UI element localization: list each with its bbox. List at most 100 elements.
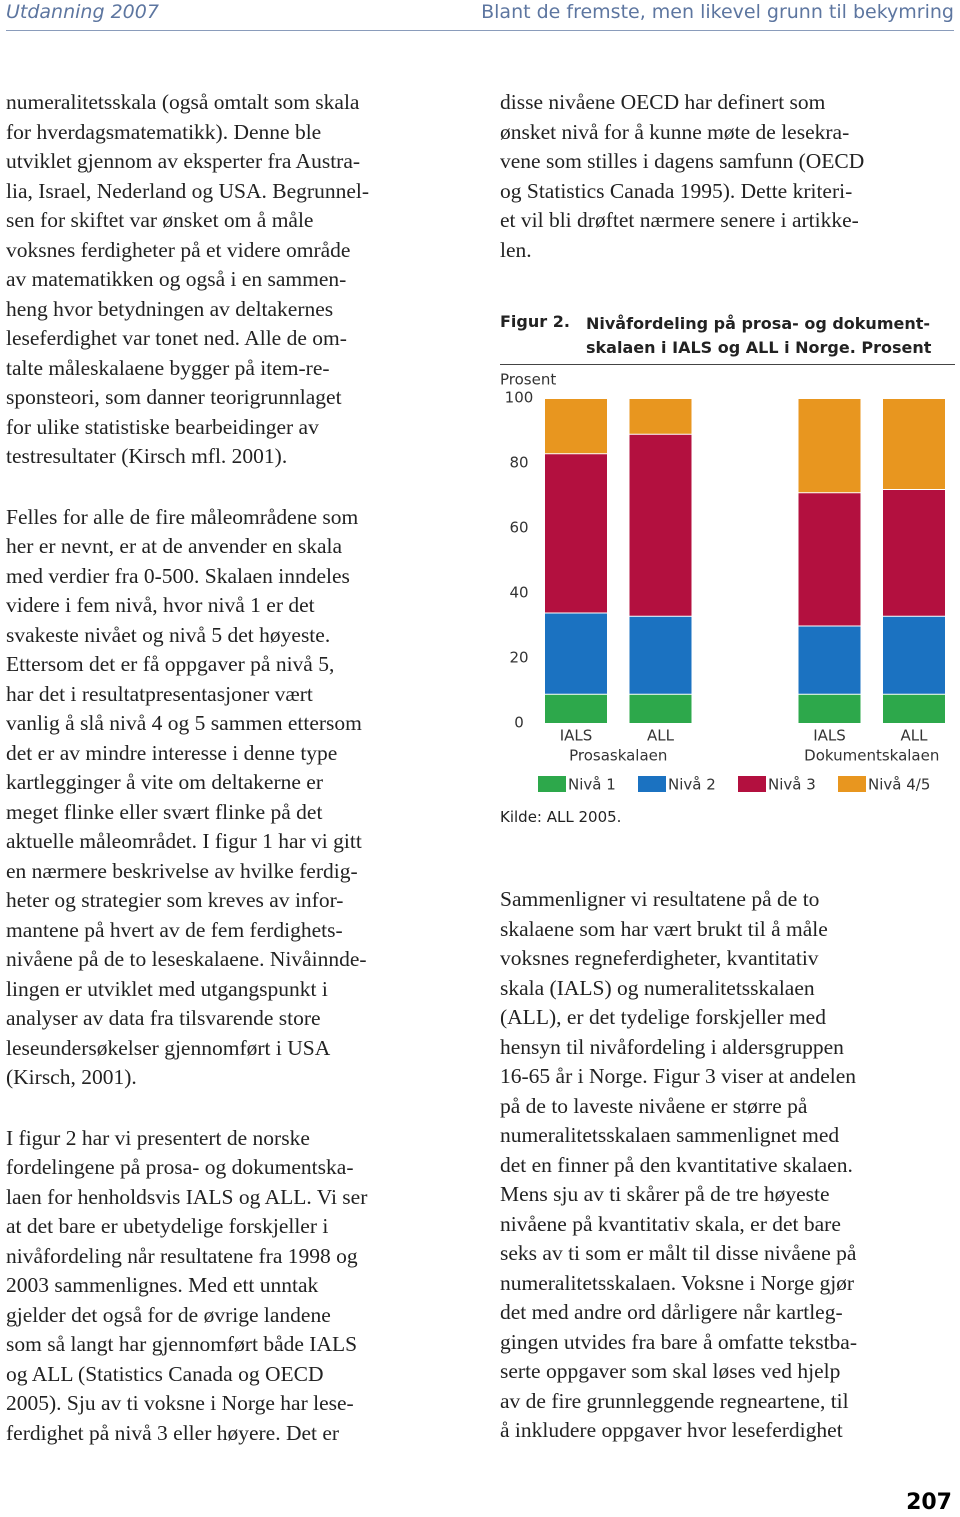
- text-line: svakeste nivået og nivå 5 det høyeste.: [6, 622, 331, 647]
- text-line: for hverdagsmatematikk). Denne ble: [6, 119, 322, 144]
- legend-swatch: [738, 776, 766, 792]
- text-line: 2005). Sju av ti voksne i Norge har lese…: [6, 1391, 354, 1415]
- text-line: sponsteori, som danner teorigrunnlaget: [6, 385, 342, 409]
- text-line: heng hvor betydningen av deltakernes: [6, 296, 334, 321]
- text-line: numeralitetsskala (også omtalt som skala: [6, 90, 360, 114]
- text-line: og ALL (Statistics Canada og OECD: [6, 1361, 324, 1386]
- figure-title-line: Nivåfordeling på prosa- og dokument-: [586, 314, 931, 333]
- text-line: (Kirsch, 2001).: [6, 1065, 137, 1089]
- paragraph: Sammenligner vi resultatene på de to skal…: [500, 885, 955, 1446]
- group-label: Dokumentskalaen: [804, 747, 939, 765]
- y-tick-label: 80: [509, 454, 528, 472]
- text-line: å inkludere oppgaver hvor leseferdighet: [500, 1418, 843, 1442]
- bar-segment: [545, 613, 607, 694]
- text-line: Felles for alle de fire måleområdene som: [6, 504, 359, 529]
- text-line: laen for henholdsvis IALS og ALL. Vi ser: [6, 1184, 368, 1209]
- bar-segment: [545, 454, 607, 613]
- bar-segment: [798, 626, 861, 694]
- text-line: her er nevnt, er at de anvender en skala: [6, 534, 343, 558]
- figure-title: Nivåfordeling på prosa- og dokument-skal…: [586, 312, 931, 360]
- chart: Prosent 0 20 40 60 80 100 Prosaskalaen Dokuments…: [500, 371, 945, 794]
- header-left: Utdanning 2007: [6, 1, 159, 23]
- text-line: skala (IALS) og numeralitetsskalaen: [500, 975, 815, 1000]
- text-line: nivåene på kvantitativ skala, er det bar…: [500, 1211, 841, 1236]
- bar-segment: [883, 616, 945, 694]
- text-line: 2003 sammenlignes. Med ett unntak: [6, 1273, 319, 1297]
- text-line: seks av ti som er målt til disse nivåene…: [500, 1241, 857, 1265]
- bar-segment: [629, 616, 692, 694]
- text-line: har det i resultatpresentasjoner vært: [6, 681, 313, 706]
- bar-segment: [798, 694, 861, 723]
- left-column: numeralitetsskala (også omtalt som skala…: [6, 88, 466, 1479]
- text-line: mantene på hvert av de fem ferdighets-: [6, 917, 343, 942]
- text-line: (ALL), er det tydelige forskjeller med: [500, 1005, 826, 1029]
- text-line: nivåfordeling når resultatene fra 1998 o…: [6, 1243, 358, 1268]
- header-right: Blant de fremste, men likevel grunn til …: [481, 1, 954, 23]
- y-tick-label: 0: [514, 714, 524, 732]
- text-line: av de fire grunnleggende regneartene, ti…: [500, 1388, 849, 1413]
- legend-swatch: [838, 776, 866, 792]
- x-tick-label: IALS: [560, 727, 593, 745]
- group-label: Prosaskalaen: [569, 747, 667, 765]
- text-line: meget flinke eller svært flinke på det: [6, 799, 323, 824]
- bar-segment: [883, 694, 945, 723]
- legend-swatch: [538, 776, 566, 792]
- text-line: på de to laveste nivåene er større på: [500, 1093, 808, 1118]
- text-line: med verdier fra 0-500. Skalaen inndeles: [6, 563, 350, 588]
- text-line: ønsket nivå for å kunne møte de lesekra-: [500, 119, 850, 144]
- figure-title-line: skalaen i IALS og ALL i Norge. Prosent: [586, 338, 932, 357]
- text-line: leseundersøkelser gjennomført i USA: [6, 1035, 331, 1060]
- y-tick-label: 20: [509, 649, 528, 667]
- text-line: Mens sju av ti skårer på de tre høyeste: [500, 1182, 830, 1206]
- text-line: talte måleskalaene bygger på item-re-: [6, 355, 330, 380]
- text-line: serte oppgaver som skal løses ved hjelp: [500, 1359, 841, 1383]
- bar-segment: [798, 493, 861, 626]
- bar-segment: [545, 399, 607, 454]
- text-line: videre i fem nivå, hvor nivå 1 er det: [6, 593, 315, 617]
- text-line: analyser av data fra tilsvarende store: [6, 1006, 321, 1030]
- text-line: 16-65 år i Norge. Figur 3 viser at andel…: [500, 1064, 857, 1088]
- bar-segment: [545, 694, 607, 723]
- x-tick-label: IALS: [813, 727, 846, 745]
- text-line: et vil bli drøftet nærmere senere i arti…: [500, 208, 859, 232]
- text-line: nivåene på de to leseskalaene. Nivåinnde…: [6, 947, 367, 971]
- text-line: at det bare er ubetydelige forskjeller i: [6, 1214, 329, 1238]
- y-tick-label: 40: [509, 584, 528, 602]
- legend-label: Nivå 1: [568, 776, 616, 794]
- text-line: vene som stilles i dagens samfunn (OECD: [500, 149, 865, 173]
- text-line: aktuelle måleområdet. I figur 1 har vi g…: [6, 829, 362, 853]
- text-line: det en finner på den kvantitative skalae…: [500, 1152, 853, 1177]
- text-line: en nærmere beskrivelse av hvilke ferdig-: [6, 858, 358, 883]
- y-axis-label: Prosent: [500, 371, 556, 389]
- paragraph: I figur 2 har vi presentert de norske for…: [6, 1124, 466, 1449]
- text-line: voksnes regneferdigheter, kvantitativ: [500, 946, 819, 970]
- text-line: fordelingene på prosa- og dokumentska-: [6, 1155, 354, 1179]
- bar-segment: [629, 694, 692, 723]
- text-line: I figur 2 har vi presentert de norske: [6, 1125, 310, 1150]
- bar-segment: [798, 399, 861, 493]
- text-line: numeralitetsskalaen. Voksne i Norge gjør: [500, 1270, 855, 1295]
- text-line: ferdighet på nivå 3 eller høyere. Det er: [6, 1420, 340, 1445]
- legend-label: Nivå 2: [668, 776, 716, 794]
- text-line: Ettersom det er få oppgaver på nivå 5,: [6, 652, 335, 676]
- text-line: det er av mindre interesse i denne type: [6, 740, 338, 765]
- figure-label: Figur 2.: [500, 312, 570, 331]
- text-line: skalaene som har vært brukt til å måle: [500, 916, 828, 941]
- text-line: leseferdighet var tonet ned. Alle de om-: [6, 326, 347, 350]
- text-line: numeralitetsskalaen sammenlignet med: [500, 1123, 840, 1147]
- bar-segment: [629, 399, 692, 434]
- text-line: Sammenligner vi resultatene på de to: [500, 887, 820, 911]
- legend-label: Nivå 3: [768, 776, 816, 794]
- page-number: 207: [906, 1490, 952, 1515]
- text-line: heter og strategier som kreves av infor-: [6, 888, 344, 912]
- x-tick-label: ALL: [901, 727, 929, 745]
- right-column-top: disse nivåene OECD har definert som ønske…: [500, 88, 955, 296]
- text-line: gjelder det også for de øvrige landene: [6, 1302, 331, 1327]
- text-line: vanlig å slå nivå 4 og 5 sammen ettersom: [6, 711, 362, 735]
- figure-source: Kilde: ALL 2005.: [500, 808, 622, 826]
- text-line: som så langt har gjennomført både IALS: [6, 1332, 358, 1356]
- text-line: hensyn til nivåfordeling i aldersgruppen: [500, 1034, 844, 1059]
- text-line: det med andre ord dårligere når kartleg-: [500, 1300, 843, 1324]
- x-tick-label: ALL: [647, 727, 675, 745]
